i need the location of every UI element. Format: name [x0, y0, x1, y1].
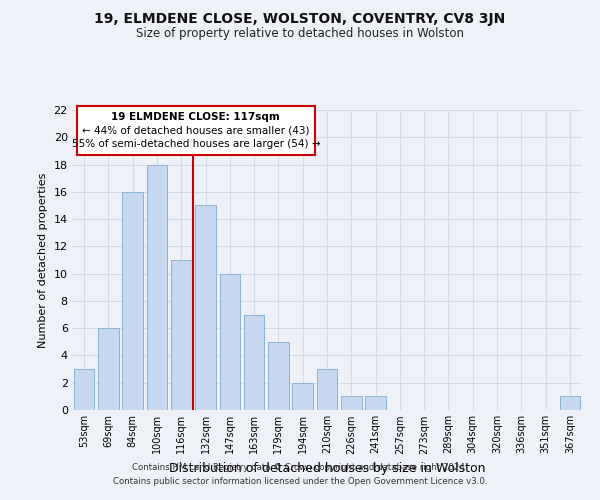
Bar — [171, 260, 191, 410]
Y-axis label: Number of detached properties: Number of detached properties — [38, 172, 48, 348]
Text: ← 44% of detached houses are smaller (43): ← 44% of detached houses are smaller (43… — [82, 126, 310, 136]
Bar — [98, 328, 119, 410]
Text: 19, ELMDENE CLOSE, WOLSTON, COVENTRY, CV8 3JN: 19, ELMDENE CLOSE, WOLSTON, COVENTRY, CV… — [94, 12, 506, 26]
Bar — [292, 382, 313, 410]
FancyBboxPatch shape — [77, 106, 315, 155]
Bar — [365, 396, 386, 410]
Bar — [146, 164, 167, 410]
Text: 19 ELMDENE CLOSE: 117sqm: 19 ELMDENE CLOSE: 117sqm — [112, 112, 280, 122]
Text: 55% of semi-detached houses are larger (54) →: 55% of semi-detached houses are larger (… — [71, 139, 320, 149]
Bar — [195, 206, 216, 410]
Bar — [268, 342, 289, 410]
Bar — [122, 192, 143, 410]
Bar — [317, 369, 337, 410]
Text: Size of property relative to detached houses in Wolston: Size of property relative to detached ho… — [136, 28, 464, 40]
Text: Contains public sector information licensed under the Open Government Licence v3: Contains public sector information licen… — [113, 477, 487, 486]
Bar — [341, 396, 362, 410]
Bar — [220, 274, 240, 410]
X-axis label: Distribution of detached houses by size in Wolston: Distribution of detached houses by size … — [169, 462, 485, 475]
Bar — [244, 314, 265, 410]
Bar — [560, 396, 580, 410]
Text: Contains HM Land Registry data © Crown copyright and database right 2024.: Contains HM Land Registry data © Crown c… — [132, 464, 468, 472]
Bar — [74, 369, 94, 410]
